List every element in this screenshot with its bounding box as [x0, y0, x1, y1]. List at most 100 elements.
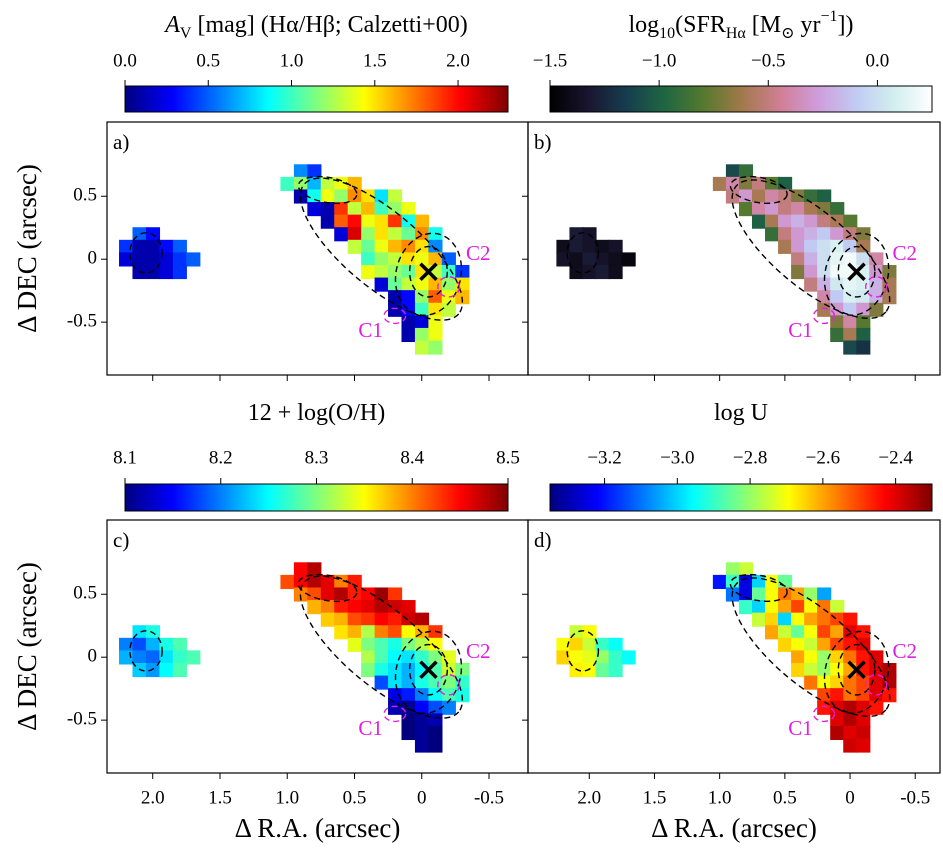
pixel — [804, 264, 819, 280]
colorbar-tick-label: −2.4 — [878, 447, 913, 468]
pixel — [765, 189, 780, 204]
pixel — [334, 227, 349, 242]
annotation: C2 — [466, 241, 491, 265]
label-part: yr — [795, 12, 821, 38]
contour — [437, 276, 461, 298]
pixel — [441, 700, 456, 715]
x-tick-label: 0.5 — [773, 787, 797, 808]
pixel — [608, 637, 623, 652]
label-part: −1 — [821, 8, 838, 25]
pixel — [159, 637, 174, 652]
pixel — [765, 214, 780, 229]
pixel — [778, 587, 793, 602]
pixel — [347, 227, 362, 242]
pixel — [293, 164, 308, 179]
pixel — [307, 202, 322, 217]
pixel — [347, 600, 362, 615]
pixel — [830, 227, 845, 242]
pixel — [595, 637, 610, 652]
colorbar-tick-label: −1.0 — [642, 50, 676, 71]
pixel — [428, 277, 443, 292]
colorbar-tick-label: −2.6 — [806, 447, 840, 468]
pixel — [791, 625, 806, 640]
pixel — [751, 587, 767, 602]
pixel — [804, 675, 819, 690]
nucleus-marker — [419, 262, 438, 282]
pixel — [172, 650, 187, 665]
pixel — [608, 239, 623, 254]
y-tick-label: 0 — [88, 248, 98, 269]
pixel — [334, 625, 349, 640]
pixel — [361, 202, 376, 217]
pixel — [132, 239, 147, 254]
label-part: (SFR — [675, 12, 726, 38]
pixel — [725, 562, 740, 577]
pixel — [388, 587, 403, 602]
pixel — [712, 574, 727, 589]
label-part: ⊙ — [781, 25, 794, 42]
pixel — [738, 574, 754, 589]
pixel — [428, 650, 443, 665]
pixel — [738, 562, 754, 577]
pixel — [320, 587, 335, 602]
annotation: C1 — [788, 318, 813, 342]
pixel — [817, 600, 832, 615]
contour — [129, 232, 163, 274]
pixel — [608, 650, 623, 665]
pixel — [843, 650, 858, 665]
pixel — [843, 315, 858, 330]
pixel — [725, 574, 740, 589]
contour — [823, 630, 890, 714]
pixel — [307, 176, 322, 191]
pixel — [712, 176, 727, 191]
pixel — [414, 675, 430, 690]
pixel — [751, 202, 767, 217]
pixel — [159, 264, 174, 280]
pixel — [595, 264, 610, 280]
pixel — [595, 252, 610, 267]
pixel — [280, 574, 295, 589]
pixel — [817, 302, 832, 317]
pixel — [401, 264, 416, 280]
y-axis-label: Δ DEC (arcsec) — [12, 562, 42, 731]
pixel — [388, 189, 403, 204]
pixel — [830, 713, 845, 728]
panel: 8.1 8.2 8.3 8.4 8.5 12 + log(O/H) C1 C2 c) 2.0 1.5… — [12, 400, 529, 843]
pixel — [582, 264, 597, 280]
pixel — [361, 612, 376, 627]
plot-area: C1 C2 — [119, 562, 490, 753]
pixel — [830, 650, 845, 665]
pixel — [441, 688, 456, 703]
contour — [299, 575, 464, 719]
pixel — [320, 202, 335, 217]
pixel — [582, 650, 597, 665]
axes-frame — [527, 519, 941, 774]
pixel — [778, 189, 793, 204]
pixel — [830, 675, 845, 690]
label-part: 10 — [659, 25, 675, 42]
pixel — [361, 587, 376, 602]
pixel — [455, 662, 470, 678]
label-part: log — [628, 12, 659, 38]
colorbar-label: log10(SFRHα [M⊙ yr−1]) — [628, 8, 853, 42]
colorbar-tick-label: 8.2 — [209, 447, 233, 468]
label-part: [M — [746, 12, 781, 38]
pixel — [804, 637, 819, 652]
pixel — [856, 277, 871, 292]
pixel — [414, 214, 430, 229]
label-part: A — [163, 12, 180, 38]
pixel — [869, 277, 884, 292]
y-tick-label: 0.5 — [73, 185, 97, 206]
pixel — [582, 252, 597, 267]
colorbar-label: 12 + log(O/H) — [248, 400, 386, 426]
pixel — [401, 227, 416, 242]
pixel — [401, 315, 416, 330]
pixel — [388, 637, 403, 652]
pixel — [441, 662, 456, 678]
pixel — [765, 600, 780, 615]
pixel — [804, 662, 819, 678]
panel-label: b) — [534, 130, 552, 154]
pixel — [361, 637, 376, 652]
pixel — [334, 214, 349, 229]
pixel — [817, 239, 832, 254]
